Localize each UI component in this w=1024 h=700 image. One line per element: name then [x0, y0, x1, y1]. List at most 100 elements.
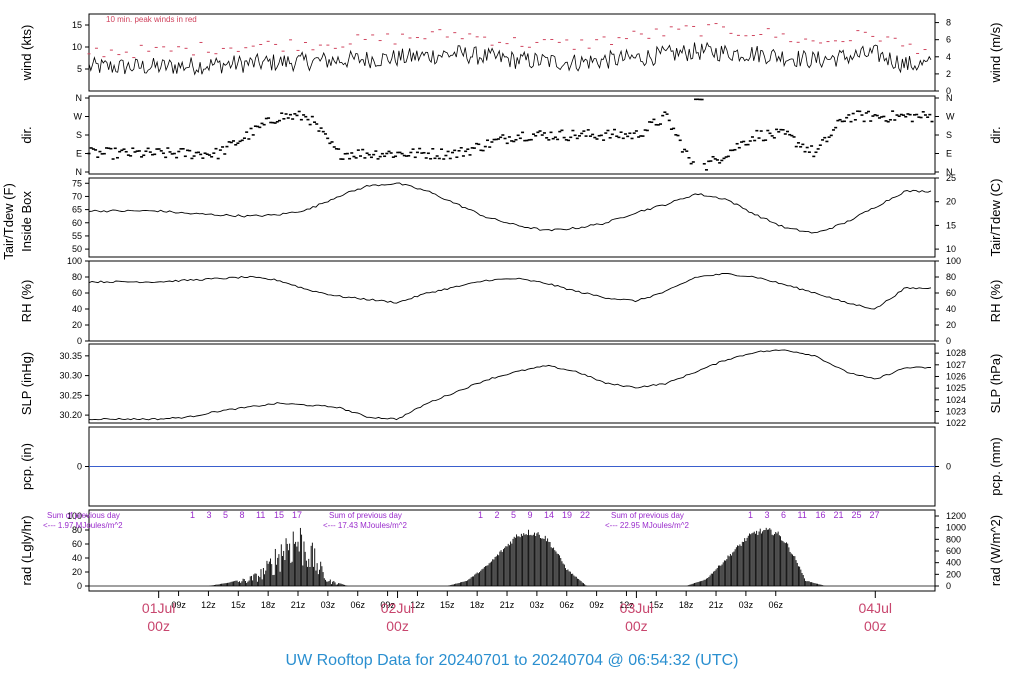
wind-peak-note: 10 min. peak winds in red — [106, 15, 197, 24]
wind-peak-marks — [87, 23, 927, 59]
x-tick-label-0: 09z — [171, 600, 186, 610]
rad-hour-label-2-3: 11 — [798, 510, 807, 520]
x-tick-label-10: 18z — [470, 600, 485, 610]
x-tick-label-9: 15z — [440, 600, 455, 610]
ylabel-left-dir: dir. — [19, 126, 34, 143]
rad-sum-label-0: Sum of previous day — [47, 511, 120, 520]
temp-tick-left-0: 50 — [72, 244, 82, 254]
rad-bars — [209, 527, 826, 586]
x-axis: 09z 12z 15z 18z 21z 03z 06z 09z 12z 15z 18z 21z 03z 0… — [158, 591, 876, 610]
panel-frame-temp — [88, 177, 936, 258]
rad-hour-label-1-1: 2 — [495, 510, 500, 520]
rad-sum-label-1: Sum of previous day — [329, 511, 402, 520]
x-day-date-3: 04Jul — [859, 600, 892, 616]
pcp-tick-right-0: 0 — [946, 462, 951, 472]
rad-hour-label-2-4: 16 — [816, 510, 826, 520]
rad-hour-label-0-2: 5 — [223, 510, 228, 520]
x-tick-label-16: 15z — [649, 600, 664, 610]
x-tick-label-6: 06z — [350, 600, 365, 610]
rad-tick-left-0: 0 — [77, 581, 82, 591]
panel-frame-slp — [88, 343, 936, 424]
rad-hour-label-1-5: 19 — [562, 510, 572, 520]
ylabel-left2-temp: Inside Box — [19, 191, 34, 252]
wind-tick-left-2: 15 — [72, 20, 82, 30]
rad-tick-left-5: 100 — [67, 511, 82, 521]
dir-tick-right-0: N — [946, 167, 953, 177]
x-tick-label-5: 03z — [321, 600, 336, 610]
rad-hour-label-2-0: 1 — [748, 510, 753, 520]
x-tick-label-15: 12z — [619, 600, 634, 610]
rad-hour-label-1-2: 5 — [511, 510, 516, 520]
slp-tick-right-3: 1025 — [946, 383, 966, 393]
rad-tick-left-1: 20 — [72, 567, 82, 577]
ylabel-right-wind: wind (m/s) — [988, 23, 1003, 84]
dir-tick-left-0: N — [76, 167, 83, 177]
wind-tick-right-2: 4 — [946, 52, 951, 62]
x-tick-label-13: 06z — [559, 600, 574, 610]
rad-tick-right-3: 600 — [946, 546, 961, 556]
dir-tick-left-2: S — [76, 130, 82, 140]
rad-hour-label-1-6: 22 — [580, 510, 590, 520]
dir-tick-right-2: S — [946, 130, 952, 140]
rad-sum-label-2: Sum of previous day — [611, 511, 684, 520]
panel-frame-dir — [88, 95, 936, 175]
rad-hour-label-2-2: 6 — [781, 510, 786, 520]
wind-tick-left-0: 5 — [77, 64, 82, 74]
rad-hour-label-2-1: 3 — [765, 510, 770, 520]
wind-tick-right-4: 8 — [946, 18, 951, 28]
slp-tick-left-3: 30.35 — [59, 351, 82, 361]
rad-tick-right-5: 1000 — [946, 523, 966, 533]
ylabel-right-rh: RH (%) — [988, 280, 1003, 323]
slp-tick-left-1: 30.25 — [59, 390, 82, 400]
rad-tick-left-3: 60 — [72, 539, 82, 549]
rh-tick-right-3: 60 — [946, 288, 956, 298]
rad-sum-value-1: <--- 17.43 MJoules/m^2 — [323, 521, 408, 530]
rad-hour-label-2-5: 21 — [834, 510, 844, 520]
rh-tick-right-0: 0 — [946, 336, 951, 346]
rh-tick-left-3: 60 — [72, 288, 82, 298]
dir-tick-right-4: N — [946, 93, 953, 103]
rad-tick-left-4: 80 — [72, 525, 82, 535]
dir-tick-right-1: E — [946, 149, 952, 159]
x-day-date-0: 01Jul — [142, 600, 175, 616]
temp-tick-right-0: 10 — [946, 244, 956, 254]
rad-hour-label-1-3: 9 — [528, 510, 533, 520]
rh-tick-left-4: 80 — [72, 272, 82, 282]
dir-tick-left-3: W — [74, 112, 83, 122]
x-tick-label-2: 15z — [231, 600, 246, 610]
chart-title: UW Rooftop Data for 20240701 to 20240704… — [286, 652, 739, 669]
rad-hour-label-2-6: 25 — [852, 510, 862, 520]
panel-frame-wind — [88, 13, 936, 92]
rh-tick-left-2: 40 — [72, 304, 82, 314]
temp-tick-right-1: 15 — [946, 220, 956, 230]
slp-tick-right-6: 1028 — [946, 348, 966, 358]
slp-tick-right-5: 1027 — [946, 360, 966, 370]
slp-tick-right-2: 1024 — [946, 395, 966, 405]
wind-tick-right-3: 6 — [946, 35, 951, 45]
ylabel-left-pcp: pcp. (in) — [19, 443, 34, 490]
wind-tick-right-1: 2 — [946, 69, 951, 79]
x-day-date-1: 02Jul — [381, 600, 414, 616]
dir-tick-left-1: E — [76, 149, 82, 159]
x-tick-label-19: 03z — [739, 600, 754, 610]
slp-series-line — [88, 349, 932, 421]
ylabel-right-dir: dir. — [988, 126, 1003, 143]
ylabel-left-wind: wind (kts) — [19, 25, 34, 82]
temp-tick-right-3: 25 — [946, 173, 956, 183]
rh-tick-right-2: 40 — [946, 304, 956, 314]
ylabel-left-slp: SLP (inHg) — [19, 352, 34, 415]
ylabel-left-rad: rad (Lgly/hr) — [19, 515, 34, 585]
slp-tick-right-1: 1023 — [946, 406, 966, 416]
x-day-time-2: 00z — [625, 618, 648, 634]
rad-tick-right-4: 800 — [946, 534, 961, 544]
ylabel-left-rh: RH (%) — [19, 280, 34, 323]
x-tick-label-3: 18z — [261, 600, 276, 610]
temp-tick-left-2: 60 — [72, 218, 82, 228]
x-tick-label-18: 21z — [709, 600, 724, 610]
x-day-time-1: 00z — [386, 618, 409, 634]
rad-hour-label-1-0: 1 — [478, 510, 483, 520]
rad-hour-label-2-7: 27 — [870, 510, 880, 520]
rad-hour-label-0-5: 15 — [274, 510, 284, 520]
rad-hour-label-1-4: 14 — [544, 510, 554, 520]
